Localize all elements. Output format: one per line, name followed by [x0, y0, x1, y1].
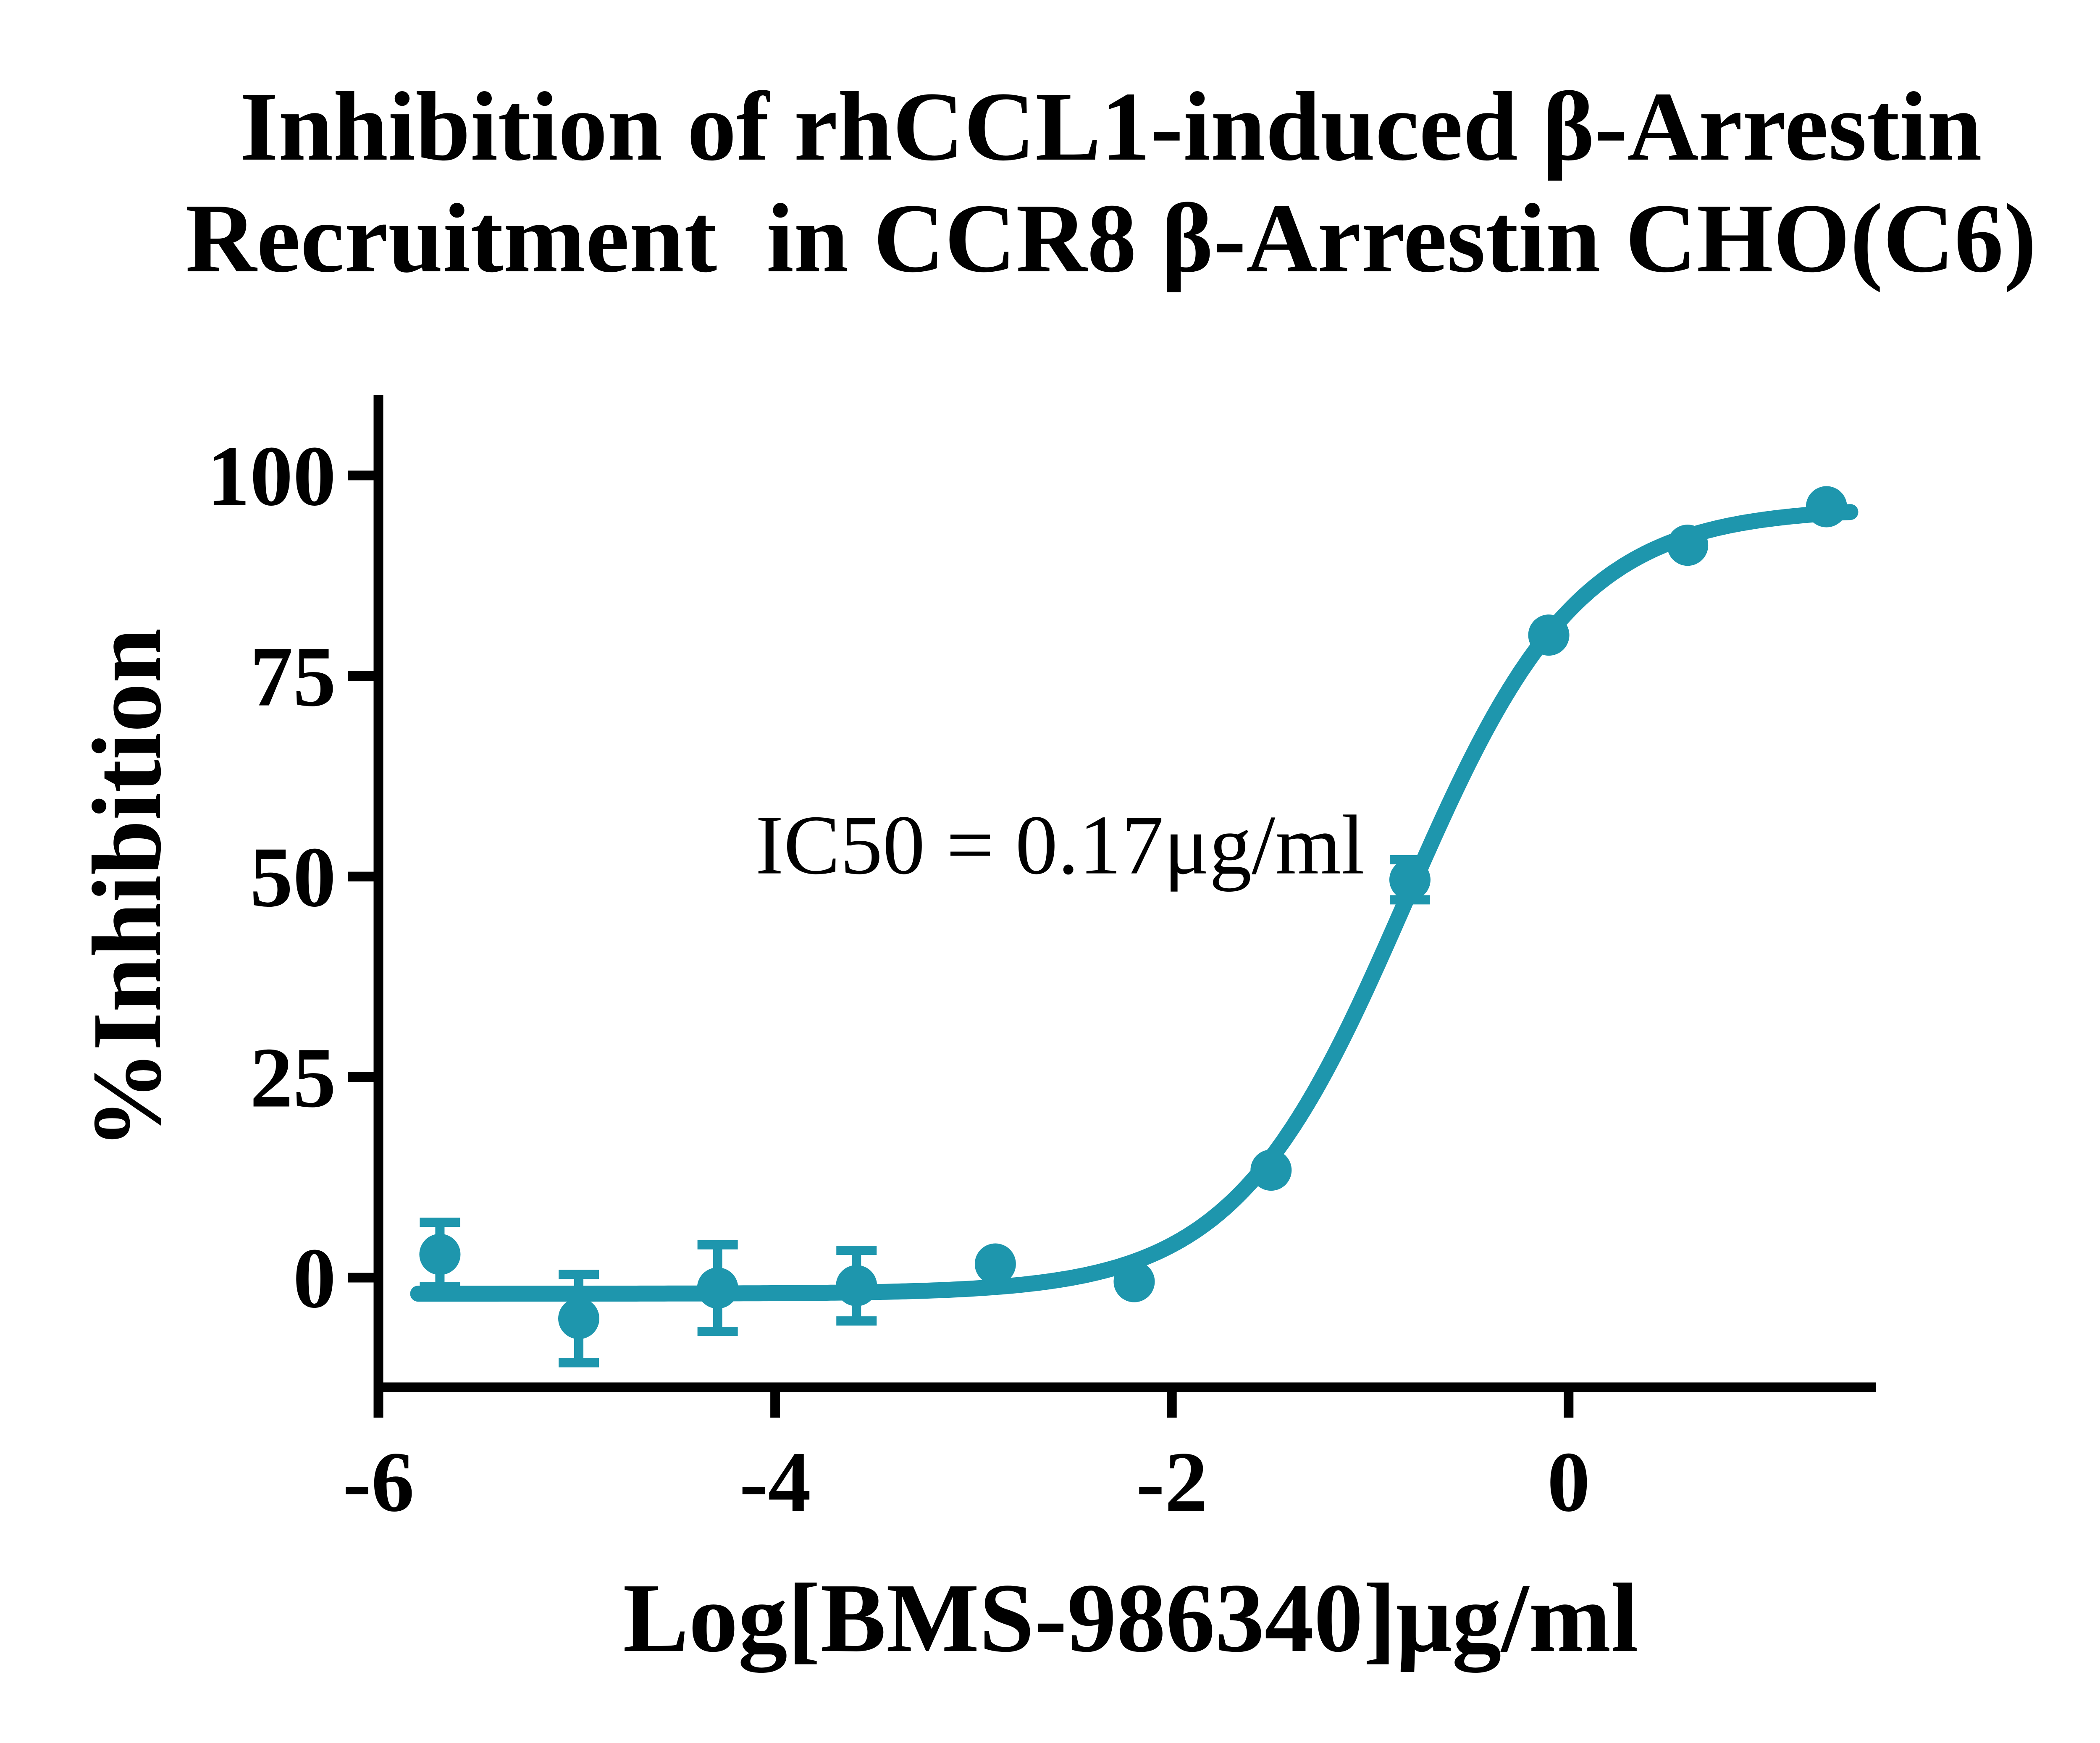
- data-point-marker: [836, 1265, 877, 1307]
- fit-curve: [410, 504, 1858, 1302]
- x-tick-label: -2: [1136, 1434, 1208, 1530]
- y-tick-label: 100: [207, 428, 336, 524]
- data-point-marker: [697, 1267, 738, 1309]
- data-point-marker: [419, 1234, 461, 1275]
- y-tick-label: 0: [293, 1231, 336, 1326]
- chart-title: Inhibition of rhCCL1-induced β-Arrestin …: [185, 71, 2036, 294]
- data-point-marker: [1528, 614, 1570, 656]
- x-tick-label: -6: [343, 1434, 415, 1530]
- data-point-marker: [1667, 525, 1709, 566]
- x-tick-label: -4: [739, 1434, 811, 1530]
- y-tick-label: 50: [250, 830, 336, 925]
- x-tick-label: 0: [1547, 1434, 1591, 1530]
- y-tick-label: 25: [250, 1030, 336, 1126]
- y-tick-label: 75: [250, 629, 336, 724]
- chart-title-line-1: Inhibition of rhCCL1-induced β-Arrestin: [240, 72, 1982, 181]
- ic50-annotation: IC50 = 0.17μg/ml: [755, 798, 1365, 892]
- data-point-marker: [1389, 859, 1431, 900]
- data-point-marker: [1250, 1150, 1292, 1191]
- data-point-marker: [1113, 1261, 1155, 1302]
- data-point-marker: [974, 1243, 1016, 1285]
- data-point-marker: [558, 1298, 600, 1339]
- chart-title-line-2: Recruitment in CCR8 β-Arrestin CHO(C6): [185, 184, 2037, 293]
- data-point-marker: [1806, 486, 1847, 528]
- x-axis-title: Log[BMS-986340]μg/ml: [623, 1563, 1638, 1672]
